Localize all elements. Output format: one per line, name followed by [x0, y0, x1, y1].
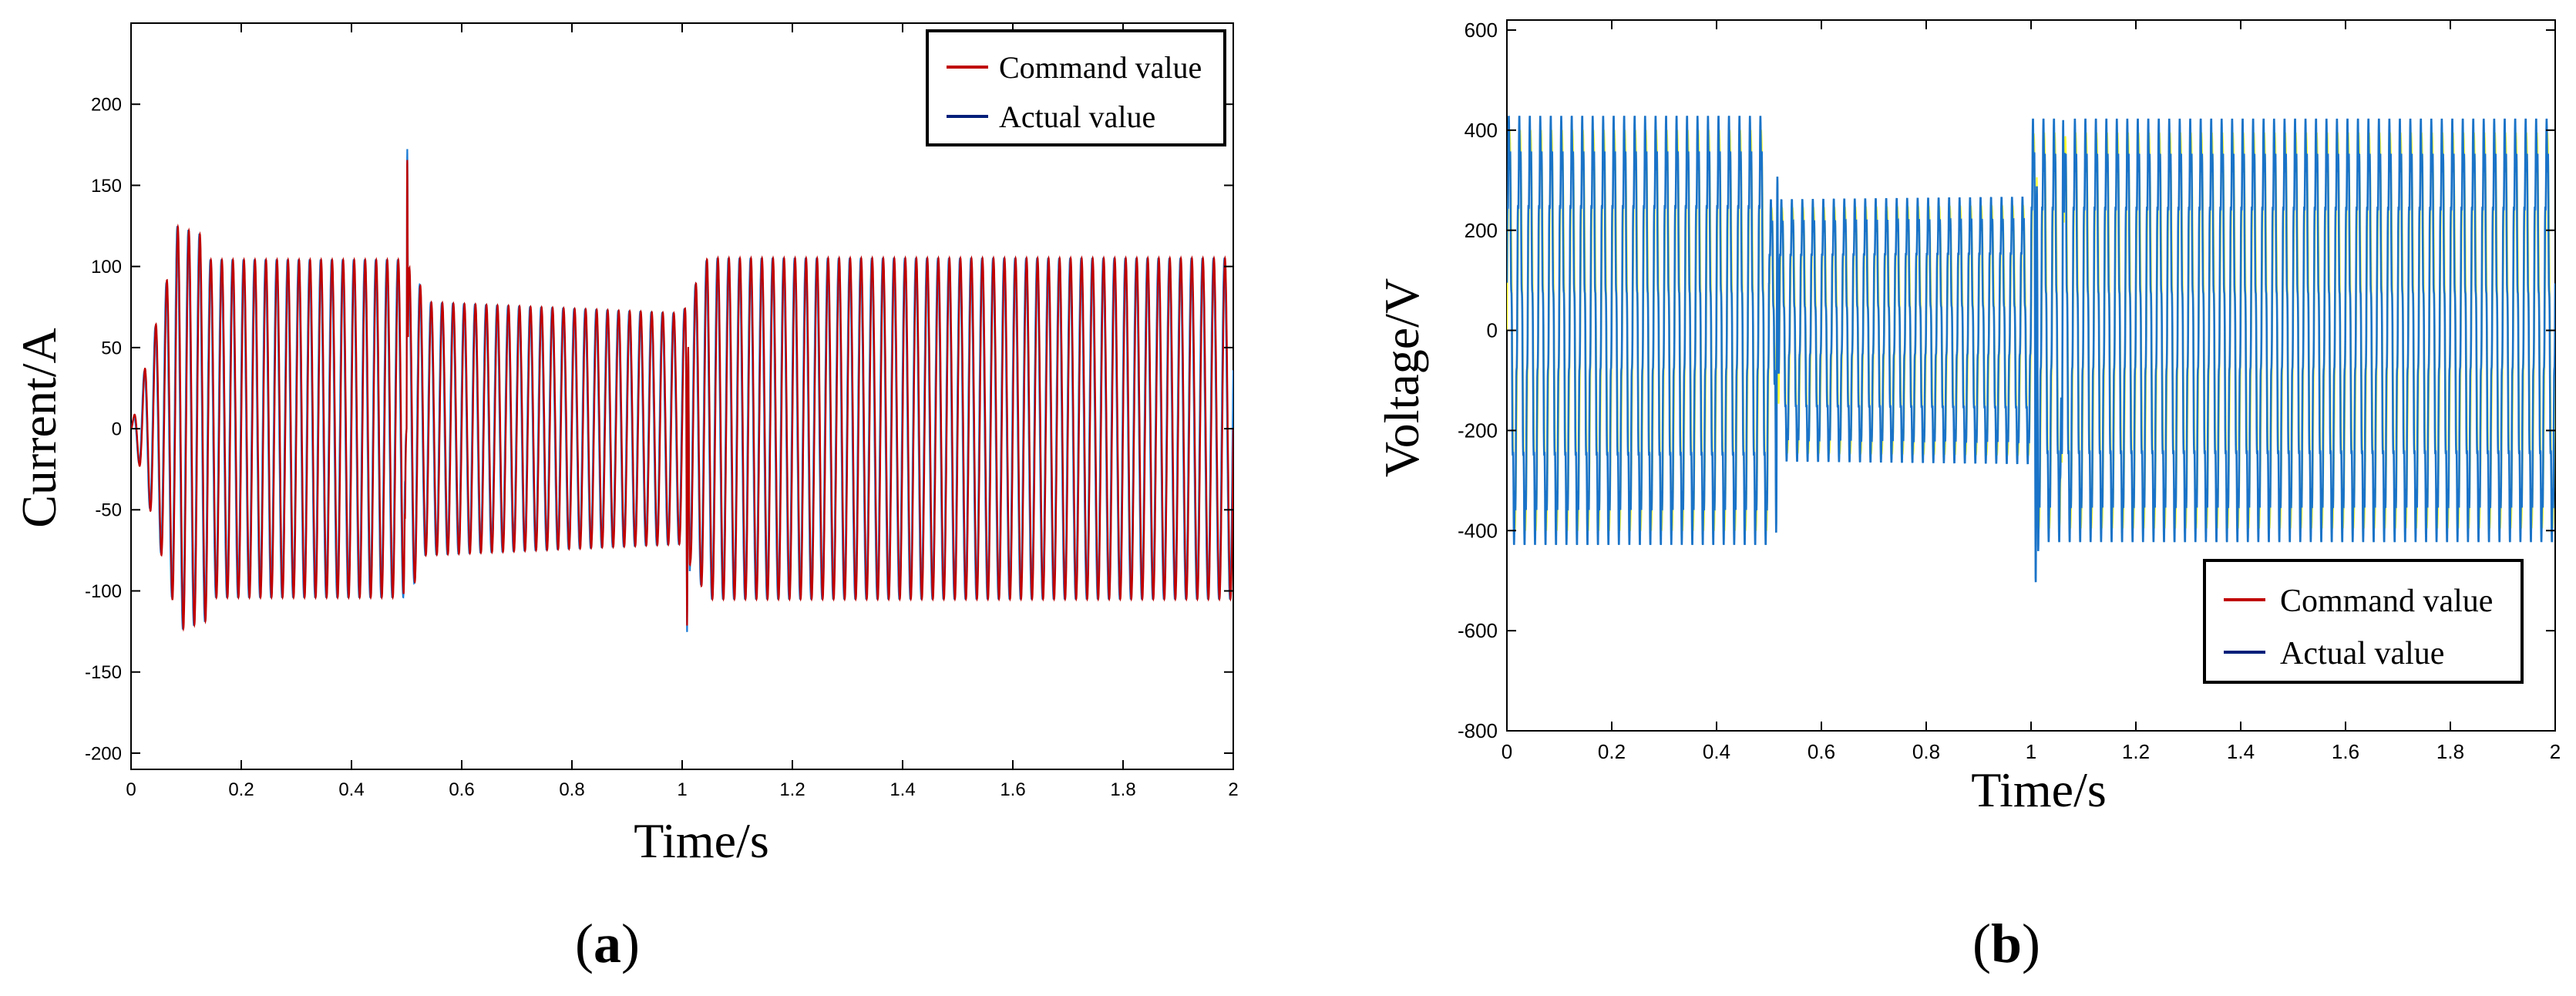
chart-b: 0 0.2 0.4 0.6 0.8 1 1.2 1.4 1.6 1.8 2 -800 -600 -400… [1374, 19, 2561, 974]
chart-a-y-tick-label: -100 [85, 581, 122, 602]
chart-a-y-axis-label: Current/A [12, 328, 66, 528]
chart-b-panel-label-letter: b [1991, 913, 2022, 974]
chart-b-y-tick-label: -400 [1458, 519, 1498, 542]
chart-b-y-tick-label: 200 [1465, 219, 1498, 242]
chart-a-legend-label-actual: Actual value [999, 99, 1155, 134]
chart-a-y-tick-label: 150 [91, 176, 122, 197]
chart-a: 0 0.2 0.4 0.6 0.8 1 1.2 1.4 1.6 1.8 2 -200 -150 -100… [12, 22, 1239, 974]
chart-a-y-ticks: -200 -150 -100 -50 0 50 100 150 200 [85, 95, 1233, 764]
chart-b-x-tick-label: 0.6 [1808, 740, 1835, 763]
chart-a-x-tick-label: 0.2 [228, 779, 254, 800]
chart-a-x-tick-label: 0 [126, 779, 136, 800]
chart-b-y-tick-label: 400 [1465, 119, 1498, 142]
chart-a-panel-label: (a) [575, 913, 640, 974]
chart-b-series [1507, 116, 2555, 583]
chart-a-x-tick-label: 1.8 [1110, 779, 1135, 800]
chart-b-y-axis-label: Voltage/V [1374, 278, 1429, 477]
chart-a-x-tick-label: 0.6 [449, 779, 474, 800]
chart-a-panel-label-letter: a [594, 913, 621, 974]
chart-b-x-tick-label: 1.8 [2436, 740, 2464, 763]
chart-b-y-tick-label: -800 [1458, 719, 1498, 742]
chart-a-panel-label-open: ( [575, 913, 594, 974]
chart-a-x-tick-label: 0.8 [559, 779, 584, 800]
chart-b-x-tick-label: 0.4 [1703, 740, 1730, 763]
chart-a-y-tick-label: -150 [85, 662, 122, 683]
chart-a-x-axis-label: Time/s [634, 813, 769, 868]
chart-b-x-tick-label: 0 [1502, 740, 1512, 763]
chart-b-panel-label-close: ) [2022, 913, 2040, 974]
chart-a-y-tick-label: 100 [91, 257, 122, 278]
chart-b-legend-label-actual: Actual value [2280, 636, 2444, 671]
chart-b-legend-label-command: Command value [2280, 584, 2493, 619]
chart-b-x-ticks: 0 0.2 0.4 0.6 0.8 1 1.2 1.4 1.6 1.8 2 [1502, 20, 2561, 763]
chart-a-x-tick-label: 1.4 [889, 779, 915, 800]
chart-b-x-tick-label: 0.2 [1598, 740, 1626, 763]
chart-b-legend: Command value Actual value [2203, 559, 2524, 684]
chart-a-series [131, 149, 1233, 632]
chart-b-legend-box [2203, 559, 2524, 684]
chart-a-x-ticks: 0 0.2 0.4 0.6 0.8 1 1.2 1.4 1.6 1.8 2 [126, 23, 1239, 800]
chart-b-x-tick-label: 0.8 [1912, 740, 1940, 763]
chart-a-x-tick-label: 0.4 [338, 779, 364, 800]
chart-a-legend-box [926, 29, 1226, 146]
chart-b-x-tick-label: 1 [2026, 740, 2036, 763]
chart-b-y-tick-label: 0 [1487, 319, 1498, 342]
chart-a-x-tick-label: 2 [1228, 779, 1238, 800]
chart-a-x-tick-label: 1.6 [1000, 779, 1025, 800]
chart-a-y-tick-label: -50 [95, 500, 122, 521]
chart-b-y-tick-label: -200 [1458, 419, 1498, 442]
chart-b-panel-label: (b) [1972, 913, 2040, 974]
chart-a-legend: Command value Actual value [926, 29, 1226, 146]
chart-b-x-tick-label: 1.4 [2227, 740, 2255, 763]
chart-a-x-tick-label: 1.2 [779, 779, 805, 800]
chart-b-y-ticks: -800 -600 -400 -200 0 200 400 600 [1458, 19, 2555, 742]
chart-a-legend-label-command: Command value [999, 50, 1202, 85]
chart-b-panel-label-open: ( [1972, 913, 1991, 974]
chart-a-panel-label-close: ) [621, 913, 640, 974]
chart-a-y-tick-label: 200 [91, 95, 122, 116]
chart-a-y-tick-label: 50 [101, 338, 122, 358]
chart-b-x-tick-label: 1.2 [2122, 740, 2150, 763]
chart-a-y-tick-label: 0 [112, 419, 122, 439]
chart-b-x-tick-label: 1.6 [2332, 740, 2359, 763]
chart-a-x-tick-label: 1 [677, 779, 687, 800]
chart-b-x-tick-label: 2 [2550, 740, 2561, 763]
chart-a-line-command [131, 160, 1233, 632]
chart-b-x-axis-label: Time/s [1971, 762, 2107, 817]
chart-b-line-actual [1507, 116, 2555, 583]
chart-b-y-tick-label: 600 [1465, 19, 1498, 42]
chart-a-y-tick-label: -200 [85, 743, 122, 764]
chart-b-y-tick-label: -600 [1458, 619, 1498, 642]
